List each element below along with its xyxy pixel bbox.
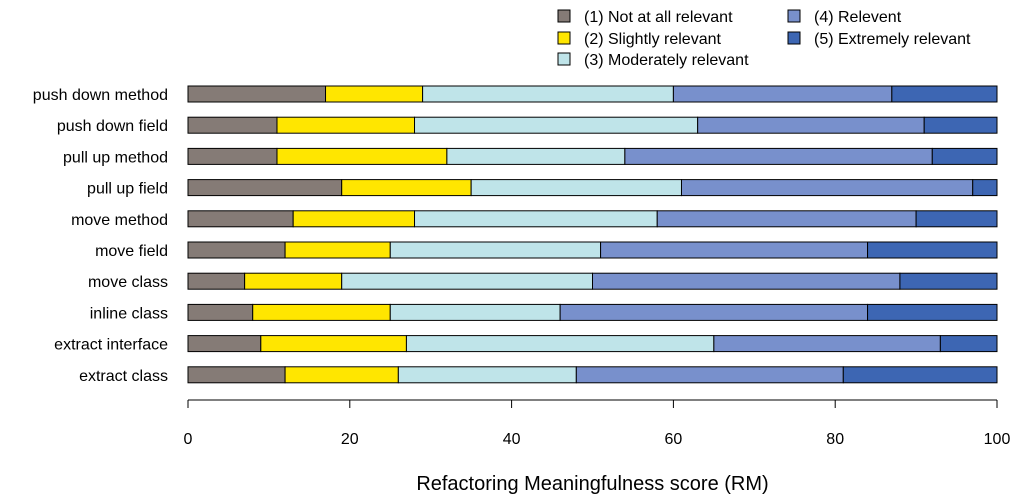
- bar-segment-4: [624, 147, 933, 165]
- bar-segment-3: [414, 116, 699, 134]
- bar-segment-3: [389, 303, 561, 321]
- category-label: pull up field: [87, 181, 168, 198]
- category-label: extract class: [79, 368, 168, 385]
- legend-label: (2) Slightly relevant: [584, 31, 722, 48]
- legend-label: (1) Not at all relevant: [584, 9, 733, 26]
- bar-segment-3: [414, 210, 658, 228]
- bar-segment-4: [713, 335, 941, 353]
- bar-segment-2: [292, 210, 416, 228]
- bar-segment-4: [697, 116, 925, 134]
- category-label: move class: [88, 274, 168, 291]
- bar-segment-5: [867, 303, 998, 321]
- legend-label: (4) Relevent: [814, 9, 902, 26]
- bar-segment-2: [276, 116, 416, 134]
- category-label: extract interface: [54, 337, 168, 354]
- legend: (1) Not at all relevant (2) Slightly rele…: [557, 9, 971, 69]
- bar-segment-5: [899, 272, 998, 290]
- bar-segment-3: [470, 179, 682, 197]
- x-tick-label: 60: [665, 431, 683, 448]
- bar-segment-3: [389, 241, 602, 259]
- bar-segment-5: [931, 147, 998, 165]
- bar-segment-2: [325, 85, 424, 103]
- x-tick-label: 40: [503, 431, 521, 448]
- bar-segment-2: [284, 366, 399, 384]
- bar-segment-4: [656, 210, 917, 228]
- bar-segment-1: [187, 116, 278, 134]
- x-tick-label: 100: [984, 431, 1011, 448]
- bar-segment-5: [915, 210, 998, 228]
- category-label: push down field: [57, 118, 168, 135]
- x-tick-label: 80: [826, 431, 844, 448]
- legend-swatch: [557, 31, 571, 45]
- bar-segment-5: [972, 179, 998, 197]
- bar-segment-5: [842, 366, 998, 384]
- legend-swatch: [787, 9, 801, 23]
- category-label: inline class: [90, 305, 168, 322]
- bar-segment-2: [244, 272, 343, 290]
- category-label: move method: [71, 212, 168, 229]
- bar-segment-4: [592, 272, 901, 290]
- bar-segment-1: [187, 335, 262, 353]
- bar-segment-2: [284, 241, 391, 259]
- bar-segment-4: [575, 366, 844, 384]
- bar-segment-3: [405, 335, 715, 353]
- legend-label: (3) Moderately relevant: [584, 52, 749, 69]
- x-axis-title: Refactoring Meaningfulness score (RM): [416, 473, 768, 495]
- bar-segment-1: [187, 147, 278, 165]
- bar-segment-2: [341, 179, 472, 197]
- bar-segment-4: [680, 179, 974, 197]
- bar-segment-5: [939, 335, 998, 353]
- bar-segment-1: [187, 272, 246, 290]
- bar-segment-1: [187, 179, 343, 197]
- legend-label: (5) Extremely relevant: [814, 31, 971, 48]
- bar-segment-2: [276, 147, 448, 165]
- bar-segment-1: [187, 303, 254, 321]
- bar-segment-4: [672, 85, 893, 103]
- bar-segment-2: [260, 335, 407, 353]
- category-label: pull up method: [63, 149, 168, 166]
- bars: [187, 85, 998, 384]
- bar-segment-3: [446, 147, 626, 165]
- bar-segment-3: [341, 272, 593, 290]
- category-labels: push down method push down field pull up m…: [33, 87, 168, 385]
- bar-segment-1: [187, 366, 286, 384]
- x-tick-label: 0: [184, 431, 193, 448]
- bar-segment-5: [891, 85, 998, 103]
- x-axis: 0 20 40 60 80 100: [184, 399, 1011, 448]
- bar-segment-2: [252, 303, 391, 321]
- bar-segment-5: [923, 116, 998, 134]
- legend-swatch: [557, 52, 571, 66]
- category-label: move field: [95, 243, 168, 260]
- category-label: push down method: [33, 87, 168, 104]
- bar-segment-5: [867, 241, 998, 259]
- bar-segment-1: [187, 85, 327, 103]
- legend-swatch: [557, 9, 571, 23]
- bar-segment-3: [422, 85, 674, 103]
- legend-swatch: [787, 31, 801, 45]
- bar-segment-1: [187, 241, 286, 259]
- bar-segment-3: [397, 366, 577, 384]
- bar-segment-4: [600, 241, 869, 259]
- bar-segment-4: [559, 303, 869, 321]
- bar-segment-1: [187, 210, 294, 228]
- x-tick-label: 20: [341, 431, 359, 448]
